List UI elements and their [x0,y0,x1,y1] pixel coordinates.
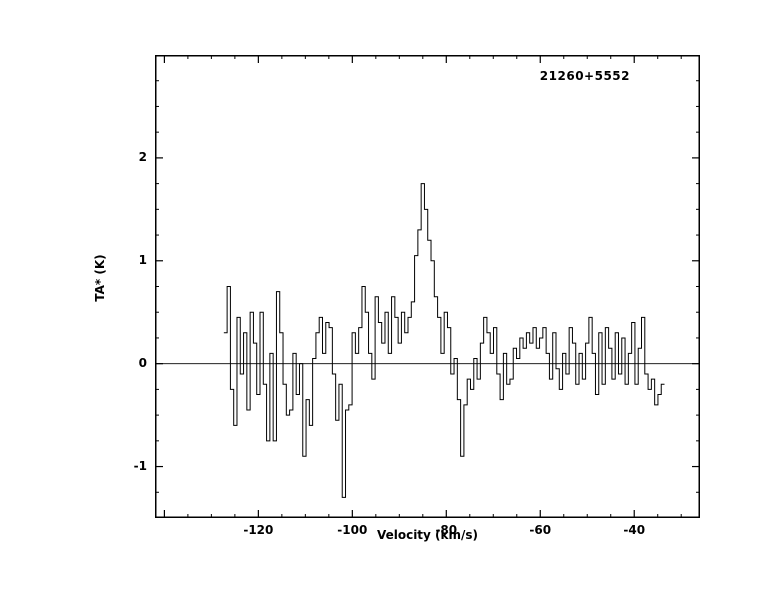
y-tick-label: 1 [138,252,147,267]
x-axis-label: Velocity (km/s) [376,528,479,542]
x-tick-label: -120 [243,523,274,537]
y-tick-label: 0 [138,355,147,370]
x-tick-label: -80 [435,523,458,537]
y-axis-label: TA* (K) [93,254,107,302]
spectrum-plot [155,55,700,518]
x-tick-label: -40 [623,523,646,537]
x-tick-label: -100 [337,523,368,537]
x-tick-label: -60 [529,523,552,537]
spectrum-step-line [223,183,665,498]
y-tick-label: 2 [138,149,147,164]
plot-area: 21260+5552 [155,55,700,518]
axes-frame [155,55,700,518]
y-tick-label: -1 [133,458,147,473]
source-name: 21260+5552 [539,69,630,83]
